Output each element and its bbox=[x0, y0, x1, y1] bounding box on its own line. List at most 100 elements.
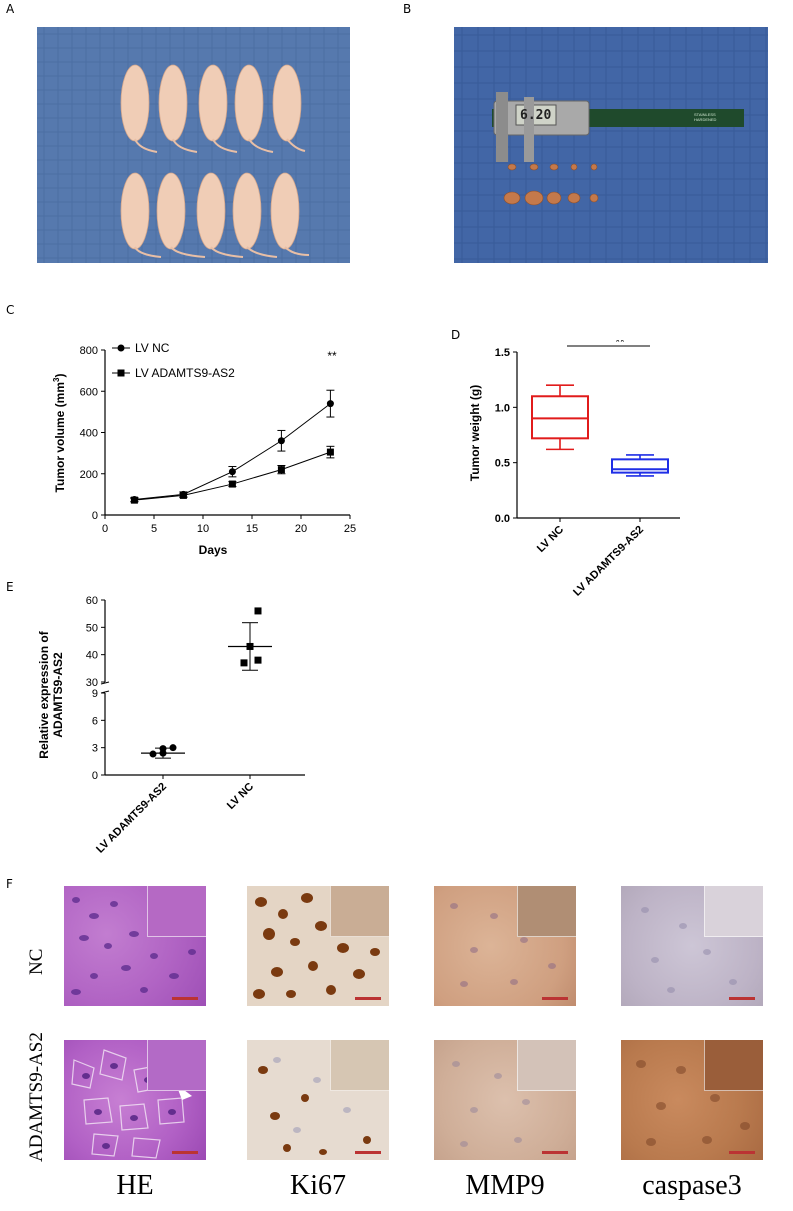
inset-low-magnification bbox=[517, 1040, 576, 1091]
histo-nc-he bbox=[64, 886, 206, 1006]
c-ytick-label: 600 bbox=[80, 386, 98, 398]
panel-label-a: A bbox=[6, 2, 15, 16]
c-ytick-label: 400 bbox=[80, 428, 98, 440]
c-point bbox=[277, 466, 285, 474]
scale-bar bbox=[542, 1151, 568, 1154]
inset-low-magnification bbox=[147, 886, 206, 937]
mice-illustration bbox=[37, 27, 350, 263]
inset-low-magnification bbox=[517, 886, 576, 937]
c-legend-label-1: LV ADAMTS9-AS2 bbox=[135, 366, 235, 380]
e-ytick-label: 3 bbox=[92, 743, 98, 755]
col-label-he: HE bbox=[116, 1170, 154, 1201]
scale-bar bbox=[729, 997, 755, 1000]
d-ylabel: Tumor weight (g) bbox=[468, 385, 482, 481]
e-ytick-label: 30 bbox=[86, 677, 98, 689]
d-ytick-label: 1.0 bbox=[495, 402, 510, 414]
chart-d-tumor-weight: 0.0 0.5 1.0 1.5 LV NC LV ADAMTS9-AS2 Tumor we… bbox=[468, 340, 680, 599]
c-xtick-label: 10 bbox=[197, 523, 209, 535]
c-legend-marker-1 bbox=[117, 369, 125, 377]
e-point bbox=[169, 744, 177, 752]
e-significance: ** bbox=[218, 585, 228, 592]
col-label-mmp9: MMP9 bbox=[465, 1170, 545, 1201]
c-point bbox=[179, 491, 187, 499]
c-significance: ** bbox=[327, 349, 337, 363]
scale-bar bbox=[172, 997, 198, 1000]
d-box bbox=[531, 395, 589, 440]
c-xtick-label: 25 bbox=[344, 523, 356, 535]
inset-low-magnification bbox=[330, 1040, 389, 1091]
chart-e-relative-expression: 30 40 50 60 0 3 6 9 LV ADAMTS9-AS2 LV NC Relative… bbox=[37, 585, 305, 856]
e-point bbox=[254, 607, 262, 615]
mice-photo bbox=[37, 27, 350, 263]
c-xlabel: Days bbox=[199, 543, 228, 557]
histo-nc-mmp9 bbox=[434, 886, 576, 1006]
tumor-caliper-photo: 6.20 STAINLESS HARDENED bbox=[454, 27, 768, 263]
c-point bbox=[326, 448, 334, 456]
e-point bbox=[240, 659, 248, 667]
col-label-ki67: Ki67 bbox=[290, 1170, 346, 1201]
histo-kd-caspase3 bbox=[621, 1040, 763, 1160]
c-point bbox=[277, 437, 285, 445]
e-xtick-label: LV ADAMTS9-AS2 bbox=[94, 781, 169, 856]
e-point bbox=[254, 656, 262, 664]
histo-kd-ki67 bbox=[247, 1040, 389, 1160]
e-point bbox=[159, 749, 167, 757]
c-legend-marker-0 bbox=[117, 344, 125, 352]
panel-label-d: D bbox=[451, 328, 461, 342]
c-ylabel: Tumor volume (mm3) bbox=[52, 374, 67, 493]
chart-c-tumor-volume: 0 200 400 600 800 0 5 10 15 20 25 Days Tumor volum… bbox=[52, 341, 356, 557]
e-ytick-label: 9 bbox=[92, 688, 98, 700]
histo-nc-ki67 bbox=[247, 886, 389, 1006]
e-ylabel-line1: Relative expression of bbox=[37, 630, 51, 758]
e-ytick-label: 60 bbox=[86, 595, 98, 607]
row-label-adamts9-as2: ADAMTS9-AS2 bbox=[26, 1032, 47, 1162]
histo-kd-mmp9 bbox=[434, 1040, 576, 1160]
caliper-brand: STAINLESS HARDENED bbox=[694, 112, 717, 122]
c-xtick-label: 15 bbox=[246, 523, 258, 535]
histo-kd-he bbox=[64, 1040, 206, 1160]
d-ytick-label: 0.0 bbox=[495, 513, 510, 525]
histo-nc-caspase3 bbox=[621, 886, 763, 1006]
c-ytick-label: 0 bbox=[92, 510, 98, 522]
col-label-caspase3: caspase3 bbox=[642, 1170, 742, 1201]
e-ytick-label: 50 bbox=[86, 622, 98, 634]
d-box bbox=[611, 458, 669, 474]
d-xtick-label: LV NC bbox=[535, 524, 566, 555]
d-significance: ** bbox=[615, 340, 625, 349]
c-point bbox=[228, 468, 236, 476]
scale-bar bbox=[542, 997, 568, 1000]
scale-bar bbox=[355, 1151, 381, 1154]
inset-low-magnification bbox=[147, 1040, 206, 1091]
c-xtick-label: 0 bbox=[102, 523, 108, 535]
inset-low-magnification bbox=[704, 1040, 763, 1091]
c-point bbox=[326, 400, 334, 408]
c-xtick-label: 5 bbox=[151, 523, 157, 535]
panel-label-c: C bbox=[6, 303, 15, 317]
e-ytick-label: 0 bbox=[92, 770, 98, 782]
e-point bbox=[246, 642, 254, 650]
caliper-illustration bbox=[454, 27, 768, 263]
scale-bar bbox=[172, 1151, 198, 1154]
c-point bbox=[130, 496, 138, 504]
c-legend-label-0: LV NC bbox=[135, 341, 170, 355]
c-point bbox=[228, 480, 236, 488]
scale-bar bbox=[729, 1151, 755, 1154]
caliper-reading: 6.20 bbox=[520, 108, 552, 123]
d-ytick-label: 0.5 bbox=[495, 458, 510, 470]
scale-bar bbox=[355, 997, 381, 1000]
inset-low-magnification bbox=[704, 886, 763, 937]
c-ytick-label: 800 bbox=[80, 345, 98, 357]
panel-label-b: B bbox=[403, 2, 412, 16]
c-ytick-label: 200 bbox=[80, 469, 98, 481]
c-xtick-label: 20 bbox=[295, 523, 307, 535]
d-ytick-label: 1.5 bbox=[495, 347, 510, 359]
row-label-nc: NC bbox=[26, 948, 47, 975]
e-xtick-label: LV NC bbox=[225, 781, 256, 812]
e-ytick-label: 6 bbox=[92, 715, 98, 727]
panel-label-e: E bbox=[6, 580, 14, 594]
e-axis-break bbox=[100, 681, 110, 685]
panel-label-f: F bbox=[6, 877, 13, 891]
d-xtick-label: LV ADAMTS9-AS2 bbox=[571, 524, 646, 599]
inset-low-magnification bbox=[330, 886, 389, 937]
e-point bbox=[149, 750, 157, 758]
